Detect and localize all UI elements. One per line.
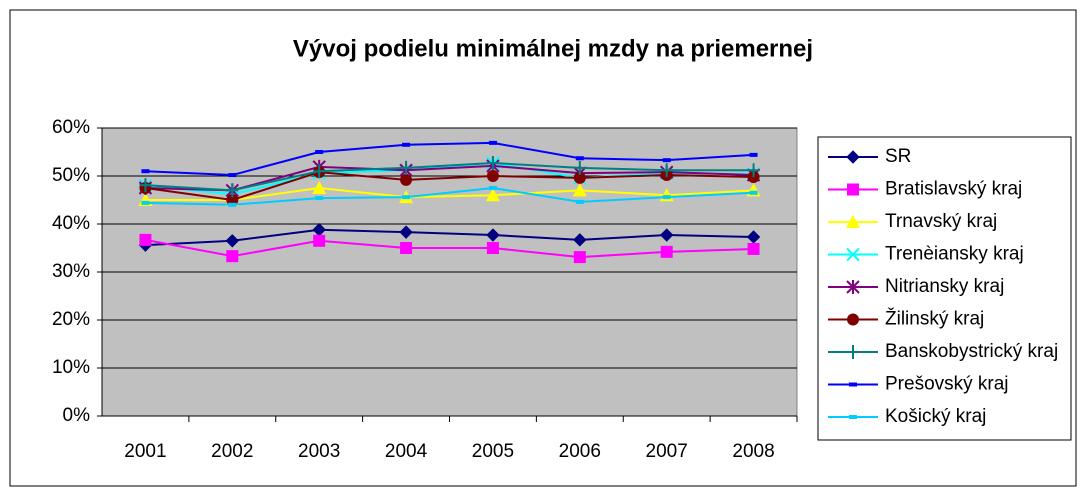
legend-label: Košický kraj <box>885 406 986 427</box>
x-tick-label: 2002 <box>211 441 253 462</box>
marker <box>312 181 327 194</box>
marker <box>488 186 497 190</box>
legend-marker <box>847 345 859 359</box>
marker <box>749 152 758 157</box>
marker <box>313 164 326 179</box>
legend-marker <box>846 150 860 164</box>
legend-marker <box>846 280 860 294</box>
marker <box>575 156 584 161</box>
marker <box>141 169 150 174</box>
marker <box>486 156 499 171</box>
marker <box>573 251 586 264</box>
marker <box>225 234 240 248</box>
marker <box>485 188 500 202</box>
x-tick-label: 2007 <box>646 441 688 462</box>
legend-box <box>817 136 1072 441</box>
y-tick-label: 40% <box>52 213 90 234</box>
y-tick-label: 50% <box>52 165 90 186</box>
legend-marker <box>847 183 859 196</box>
chart-title: Vývoj podielu minimálnej mzdy na priemer… <box>293 35 813 62</box>
marker <box>141 200 150 205</box>
marker <box>400 173 413 186</box>
legend-label: Banskobystrický kraj <box>885 341 1058 362</box>
marker <box>228 173 237 178</box>
series-line <box>145 141 754 177</box>
y-tick-label: 10% <box>52 357 90 378</box>
marker <box>399 225 413 239</box>
legend-label: Trnavský kraj <box>885 211 997 232</box>
marker <box>486 228 500 242</box>
marker <box>315 150 324 154</box>
marker <box>573 160 586 175</box>
marker <box>662 195 671 200</box>
legend-label: Žilinský kraj <box>885 308 984 330</box>
marker <box>313 234 326 247</box>
marker <box>573 171 586 184</box>
series-line <box>145 162 754 192</box>
y-tick-label: 20% <box>52 309 90 330</box>
marker <box>315 196 324 201</box>
marker <box>660 163 673 178</box>
x-tick-label: 2001 <box>124 441 166 462</box>
series-line <box>145 162 754 196</box>
series-line <box>145 171 754 202</box>
legend-label: SR <box>885 146 911 167</box>
x-tick-label: 2008 <box>732 441 774 462</box>
marker <box>749 190 758 195</box>
marker <box>402 142 411 147</box>
legend-marker <box>849 382 857 387</box>
marker <box>572 183 587 197</box>
marker <box>659 228 674 242</box>
legend-marker <box>846 215 860 228</box>
legend-label: Prešovský kraj <box>885 374 1009 395</box>
legend-marker <box>847 313 859 326</box>
x-tick-label: 2006 <box>559 441 601 462</box>
marker <box>486 170 499 182</box>
marker <box>400 160 413 175</box>
y-tick-label: 0% <box>63 405 91 426</box>
marker <box>226 183 239 198</box>
marker <box>747 163 760 178</box>
legend-label: Bratislavský kraj <box>885 179 1022 200</box>
series-line <box>145 186 754 201</box>
x-tick-label: 2005 <box>472 441 514 462</box>
marker <box>139 178 152 193</box>
marker <box>139 233 152 246</box>
marker <box>660 245 673 258</box>
legend-label: Nitriansky kraj <box>885 276 1004 297</box>
legend-label: Trenèiansky kraj <box>885 244 1024 265</box>
legend-marker <box>846 247 860 262</box>
series-line <box>145 186 754 206</box>
marker <box>575 199 584 204</box>
series-line <box>145 228 754 247</box>
series-line <box>145 238 754 259</box>
marker <box>228 202 237 207</box>
marker <box>486 242 499 254</box>
marker <box>747 242 760 255</box>
legend-marker <box>849 415 857 419</box>
x-tick-label: 2003 <box>298 441 340 462</box>
y-tick-label: 30% <box>52 261 90 282</box>
marker <box>573 233 587 247</box>
y-tick-label: 60% <box>52 117 90 138</box>
x-tick-label: 2004 <box>385 441 428 462</box>
marker <box>226 250 239 263</box>
marker <box>400 242 413 254</box>
marker <box>488 140 497 145</box>
marker <box>402 195 411 200</box>
marker <box>662 158 671 163</box>
